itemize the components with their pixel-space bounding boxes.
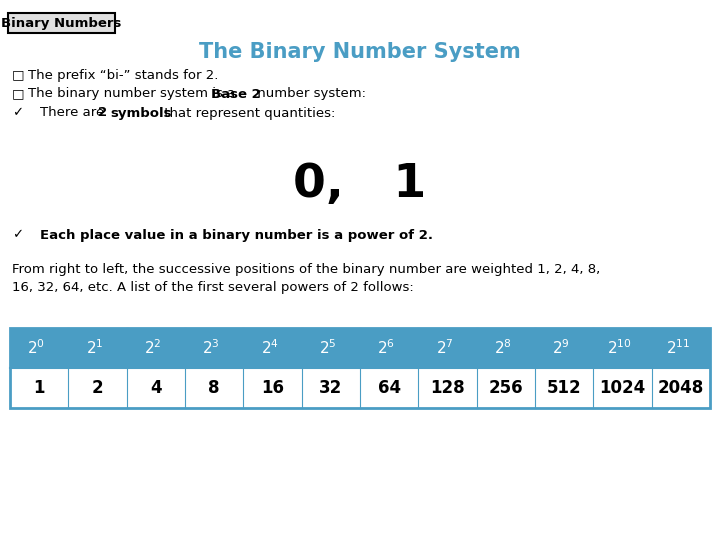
Text: □: □ — [12, 69, 24, 82]
Bar — [8, 13, 115, 33]
Text: $2^{0}$: $2^{0}$ — [27, 339, 45, 357]
Text: The Binary Number System: The Binary Number System — [199, 42, 521, 62]
Bar — [10, 328, 710, 368]
Text: $2^{4}$: $2^{4}$ — [261, 339, 279, 357]
Text: 0,   1: 0, 1 — [293, 163, 427, 207]
Text: $2^{10}$: $2^{10}$ — [607, 339, 632, 357]
Text: 128: 128 — [430, 379, 465, 397]
Text: 1024: 1024 — [599, 379, 646, 397]
Text: 32: 32 — [319, 379, 343, 397]
Text: □: □ — [12, 87, 24, 100]
Text: ✓: ✓ — [12, 228, 23, 241]
Text: Each place value in a binary number is a power of 2.: Each place value in a binary number is a… — [40, 228, 433, 241]
Text: number system:: number system: — [253, 87, 366, 100]
Text: $2^{7}$: $2^{7}$ — [436, 339, 454, 357]
Text: 4: 4 — [150, 379, 162, 397]
Bar — [10, 328, 710, 408]
Text: 1: 1 — [33, 379, 45, 397]
Text: $2^{8}$: $2^{8}$ — [494, 339, 512, 357]
Text: $2^{11}$: $2^{11}$ — [666, 339, 690, 357]
Text: 2: 2 — [91, 379, 103, 397]
Text: 8: 8 — [208, 379, 220, 397]
Text: ✓: ✓ — [12, 106, 23, 119]
Text: 16: 16 — [261, 379, 284, 397]
Text: 2: 2 — [98, 106, 107, 119]
Text: 256: 256 — [489, 379, 523, 397]
Text: $2^{5}$: $2^{5}$ — [319, 339, 337, 357]
Text: that represent quantities:: that represent quantities: — [160, 106, 336, 119]
Text: From right to left, the successive positions of the binary number are weighted 1: From right to left, the successive posit… — [12, 264, 600, 276]
Text: $2^{1}$: $2^{1}$ — [86, 339, 104, 357]
Text: symbols: symbols — [110, 106, 171, 119]
Text: $2^{2}$: $2^{2}$ — [144, 339, 162, 357]
Text: The binary number system is a: The binary number system is a — [28, 87, 240, 100]
Bar — [10, 368, 710, 408]
Text: $2^{6}$: $2^{6}$ — [377, 339, 395, 357]
Text: The prefix “bi-” stands for 2.: The prefix “bi-” stands for 2. — [28, 69, 218, 82]
Text: 64: 64 — [377, 379, 401, 397]
Text: There are: There are — [40, 106, 109, 119]
Text: 2048: 2048 — [657, 379, 704, 397]
Text: $2^{9}$: $2^{9}$ — [552, 339, 570, 357]
Text: 512: 512 — [547, 379, 582, 397]
Text: Binary Numbers: Binary Numbers — [1, 17, 122, 30]
Text: $2^{3}$: $2^{3}$ — [202, 339, 220, 357]
Text: Base 2: Base 2 — [211, 87, 261, 100]
Text: 16, 32, 64, etc. A list of the first several powers of 2 follows:: 16, 32, 64, etc. A list of the first sev… — [12, 281, 414, 294]
